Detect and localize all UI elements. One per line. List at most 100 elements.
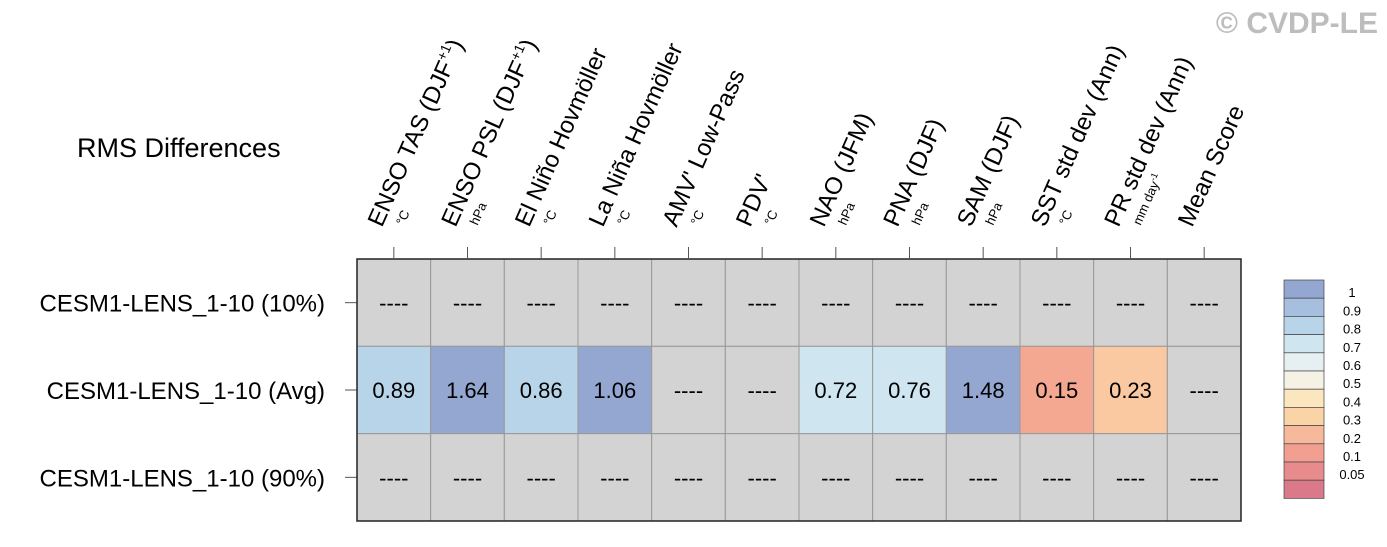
cell-text: ----: [674, 378, 703, 403]
cell-text: ----: [379, 465, 408, 490]
cell: [872, 345, 947, 435]
cell-text: 1.06: [593, 378, 636, 403]
cell: [1019, 258, 1095, 347]
title: RMS Differences: [77, 133, 281, 163]
unit-text: °C: [614, 208, 634, 227]
legend-swatch: [1283, 443, 1325, 463]
cell-text: 1.64: [446, 378, 489, 403]
cell: [1166, 345, 1242, 435]
cell: [577, 345, 653, 435]
cell: [724, 258, 800, 347]
column-sup: +1: [507, 41, 528, 62]
column-unit: °C: [688, 208, 708, 227]
cell-text: ----: [1042, 465, 1071, 490]
legend-label: 0.05: [1339, 467, 1364, 482]
legend-label: 0.9: [1343, 303, 1361, 318]
cell-text: ----: [674, 465, 703, 490]
legend-label: 0.8: [1343, 322, 1361, 337]
legend-label: 0.6: [1343, 358, 1361, 373]
cell-text: ----: [821, 291, 850, 316]
cell-text: ----: [1116, 291, 1145, 316]
cell: [430, 433, 505, 522]
column-name: Mean Score: [1173, 101, 1250, 230]
watermark: © CVDP-LE: [1216, 7, 1378, 40]
cell-text: ----: [600, 291, 629, 316]
cell: [945, 258, 1021, 347]
cell-text: ----: [600, 465, 629, 490]
cell: [356, 345, 432, 435]
legend-swatch: [1283, 388, 1325, 408]
column-unit: °C: [540, 208, 560, 227]
legend-swatch: [1283, 479, 1325, 499]
cell: [1093, 345, 1168, 435]
column-sup: +1: [433, 41, 454, 62]
cell: [430, 258, 505, 347]
cell: [945, 345, 1021, 435]
unit-sup: -1: [1147, 171, 1159, 182]
cell: [356, 433, 432, 522]
legend-swatch: [1283, 279, 1325, 299]
cell-text: ----: [1042, 291, 1071, 316]
cell-text: ----: [453, 291, 482, 316]
cell: [1019, 345, 1095, 435]
column-label: Mean Score: [1173, 101, 1250, 230]
cell: [503, 345, 579, 435]
row-label: CESM1-LENS_1-10 (Avg): [47, 378, 325, 405]
cell-text: ----: [821, 465, 850, 490]
cell-text: ----: [1190, 378, 1219, 403]
legend-label: 0.4: [1343, 394, 1361, 409]
legend-swatch: [1283, 461, 1325, 481]
cell-text: 1.48: [962, 378, 1005, 403]
cell: [651, 433, 726, 522]
cell-text: ----: [1190, 465, 1219, 490]
cell-text: ----: [748, 465, 777, 490]
cell-text: ----: [527, 291, 556, 316]
legend-swatch: [1283, 334, 1325, 354]
cell-text: ----: [674, 291, 703, 316]
cell-text: ----: [1116, 465, 1145, 490]
unit-text: °C: [761, 208, 781, 227]
cell: [872, 258, 947, 347]
cell-text: 0.72: [814, 378, 857, 403]
cell-text: 0.23: [1109, 378, 1152, 403]
cell-text: ----: [969, 291, 998, 316]
legend-swatch: [1283, 316, 1325, 335]
cell: [430, 345, 505, 435]
cell-text: ----: [527, 465, 556, 490]
cell-text: 0.15: [1035, 378, 1078, 403]
cell: [1166, 258, 1242, 347]
legend-swatch: [1283, 297, 1325, 317]
cell-text: 0.76: [888, 378, 931, 403]
cell: [798, 433, 874, 522]
cell-text: 0.89: [372, 378, 415, 403]
legend-swatch: [1283, 352, 1325, 372]
legend-swatch: [1283, 407, 1325, 426]
column-unit: °C: [393, 208, 413, 227]
cell-text: ----: [379, 291, 408, 316]
legend-label: 1: [1348, 285, 1355, 300]
cell-text: ----: [895, 291, 924, 316]
cell: [651, 345, 726, 435]
legend-label: 0.3: [1343, 413, 1361, 428]
column-unit: °C: [1056, 208, 1076, 227]
cell-text: ----: [895, 465, 924, 490]
unit-text: °C: [393, 208, 413, 227]
cell: [1093, 433, 1168, 522]
cell-text: ----: [748, 291, 777, 316]
column-unit: °C: [614, 208, 634, 227]
table-frame: [356, 258, 1242, 522]
cell-text: 0.86: [520, 378, 563, 403]
row-label: CESM1-LENS_1-10 (90%): [40, 465, 325, 492]
unit-text: °C: [540, 208, 560, 227]
cell: [1166, 433, 1242, 522]
cell: [724, 433, 800, 522]
unit-text: °C: [1056, 208, 1076, 227]
legend-label: 0.1: [1343, 449, 1361, 464]
cell-text: ----: [748, 378, 777, 403]
legend-label: 0.5: [1343, 376, 1361, 391]
legend-swatch: [1283, 425, 1325, 445]
legend-label: 0.7: [1343, 340, 1361, 355]
cell-text: ----: [1190, 291, 1219, 316]
legend-swatch: [1283, 370, 1325, 390]
